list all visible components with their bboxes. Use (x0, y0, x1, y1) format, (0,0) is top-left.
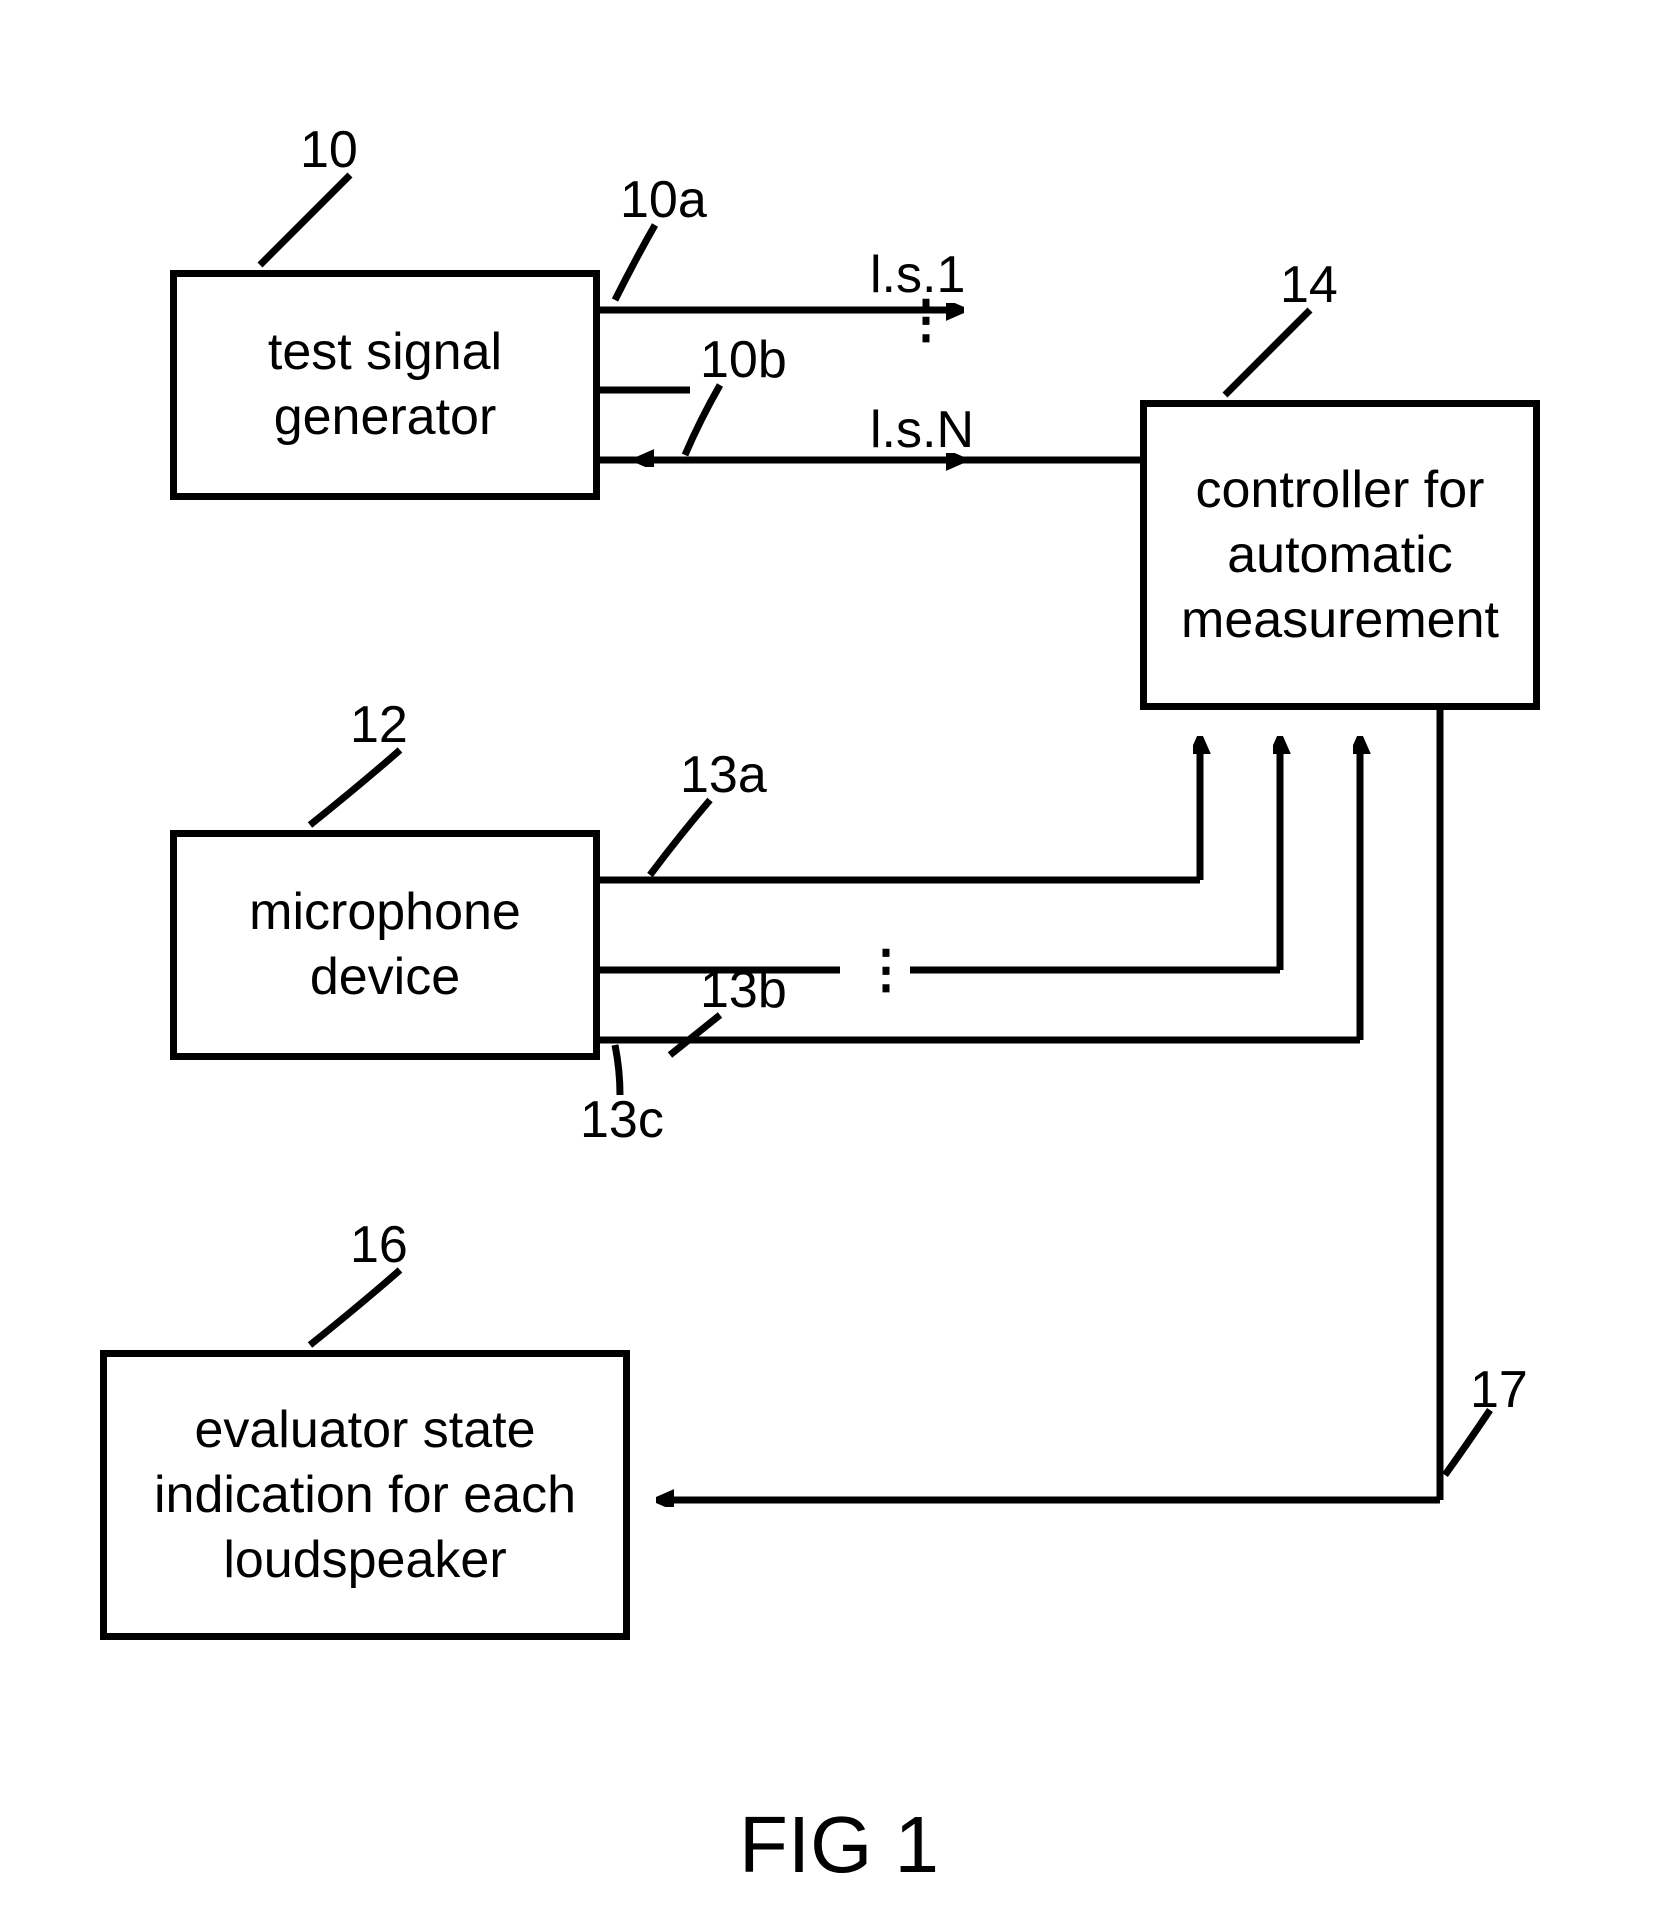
box-test-signal-generator: test signalgenerator (170, 270, 600, 500)
figure-title: FIG 1 (739, 1799, 939, 1891)
leader-10 (260, 175, 350, 265)
label-ref13b: 13b (700, 960, 787, 1020)
leader-10a (615, 225, 655, 300)
box-evaluator: evaluator stateindication for eachloudsp… (100, 1350, 630, 1640)
leader-13b (670, 1015, 720, 1055)
label-ref13a: 13a (680, 745, 767, 805)
label-lsN: l.s.N (870, 400, 974, 460)
label-ref17: 17 (1470, 1360, 1528, 1420)
label-ref16: 16 (350, 1215, 408, 1275)
label-ref14: 14 (1280, 255, 1338, 315)
box-text-controller: controller forautomaticmeasurement (1181, 458, 1499, 653)
label-ref12: 12 (350, 695, 408, 755)
label-ref10a: 10a (620, 170, 707, 230)
leader-12 (310, 750, 400, 825)
box-text-evaluator: evaluator stateindication for eachloudsp… (154, 1398, 576, 1593)
leader-14 (1225, 310, 1310, 395)
vdots-ls: ⋮ (900, 310, 950, 331)
box-microphone-device: microphonedevice (170, 830, 600, 1060)
box-text-test-signal-generator: test signalgenerator (268, 320, 502, 450)
box-text-microphone-device: microphonedevice (249, 880, 521, 1010)
label-ref10b: 10b (700, 330, 787, 390)
label-ref13c: 13c (580, 1090, 664, 1150)
leader-10b (685, 385, 720, 455)
vdots-13b: ⋮ (860, 960, 910, 981)
leader-16 (310, 1270, 400, 1345)
diagram-canvas: test signalgenerator microphonedevice co… (0, 0, 1678, 1931)
leader-13a (650, 800, 710, 875)
box-controller: controller forautomaticmeasurement (1140, 400, 1540, 710)
label-ref10: 10 (300, 120, 358, 180)
leader-13c (615, 1045, 620, 1095)
